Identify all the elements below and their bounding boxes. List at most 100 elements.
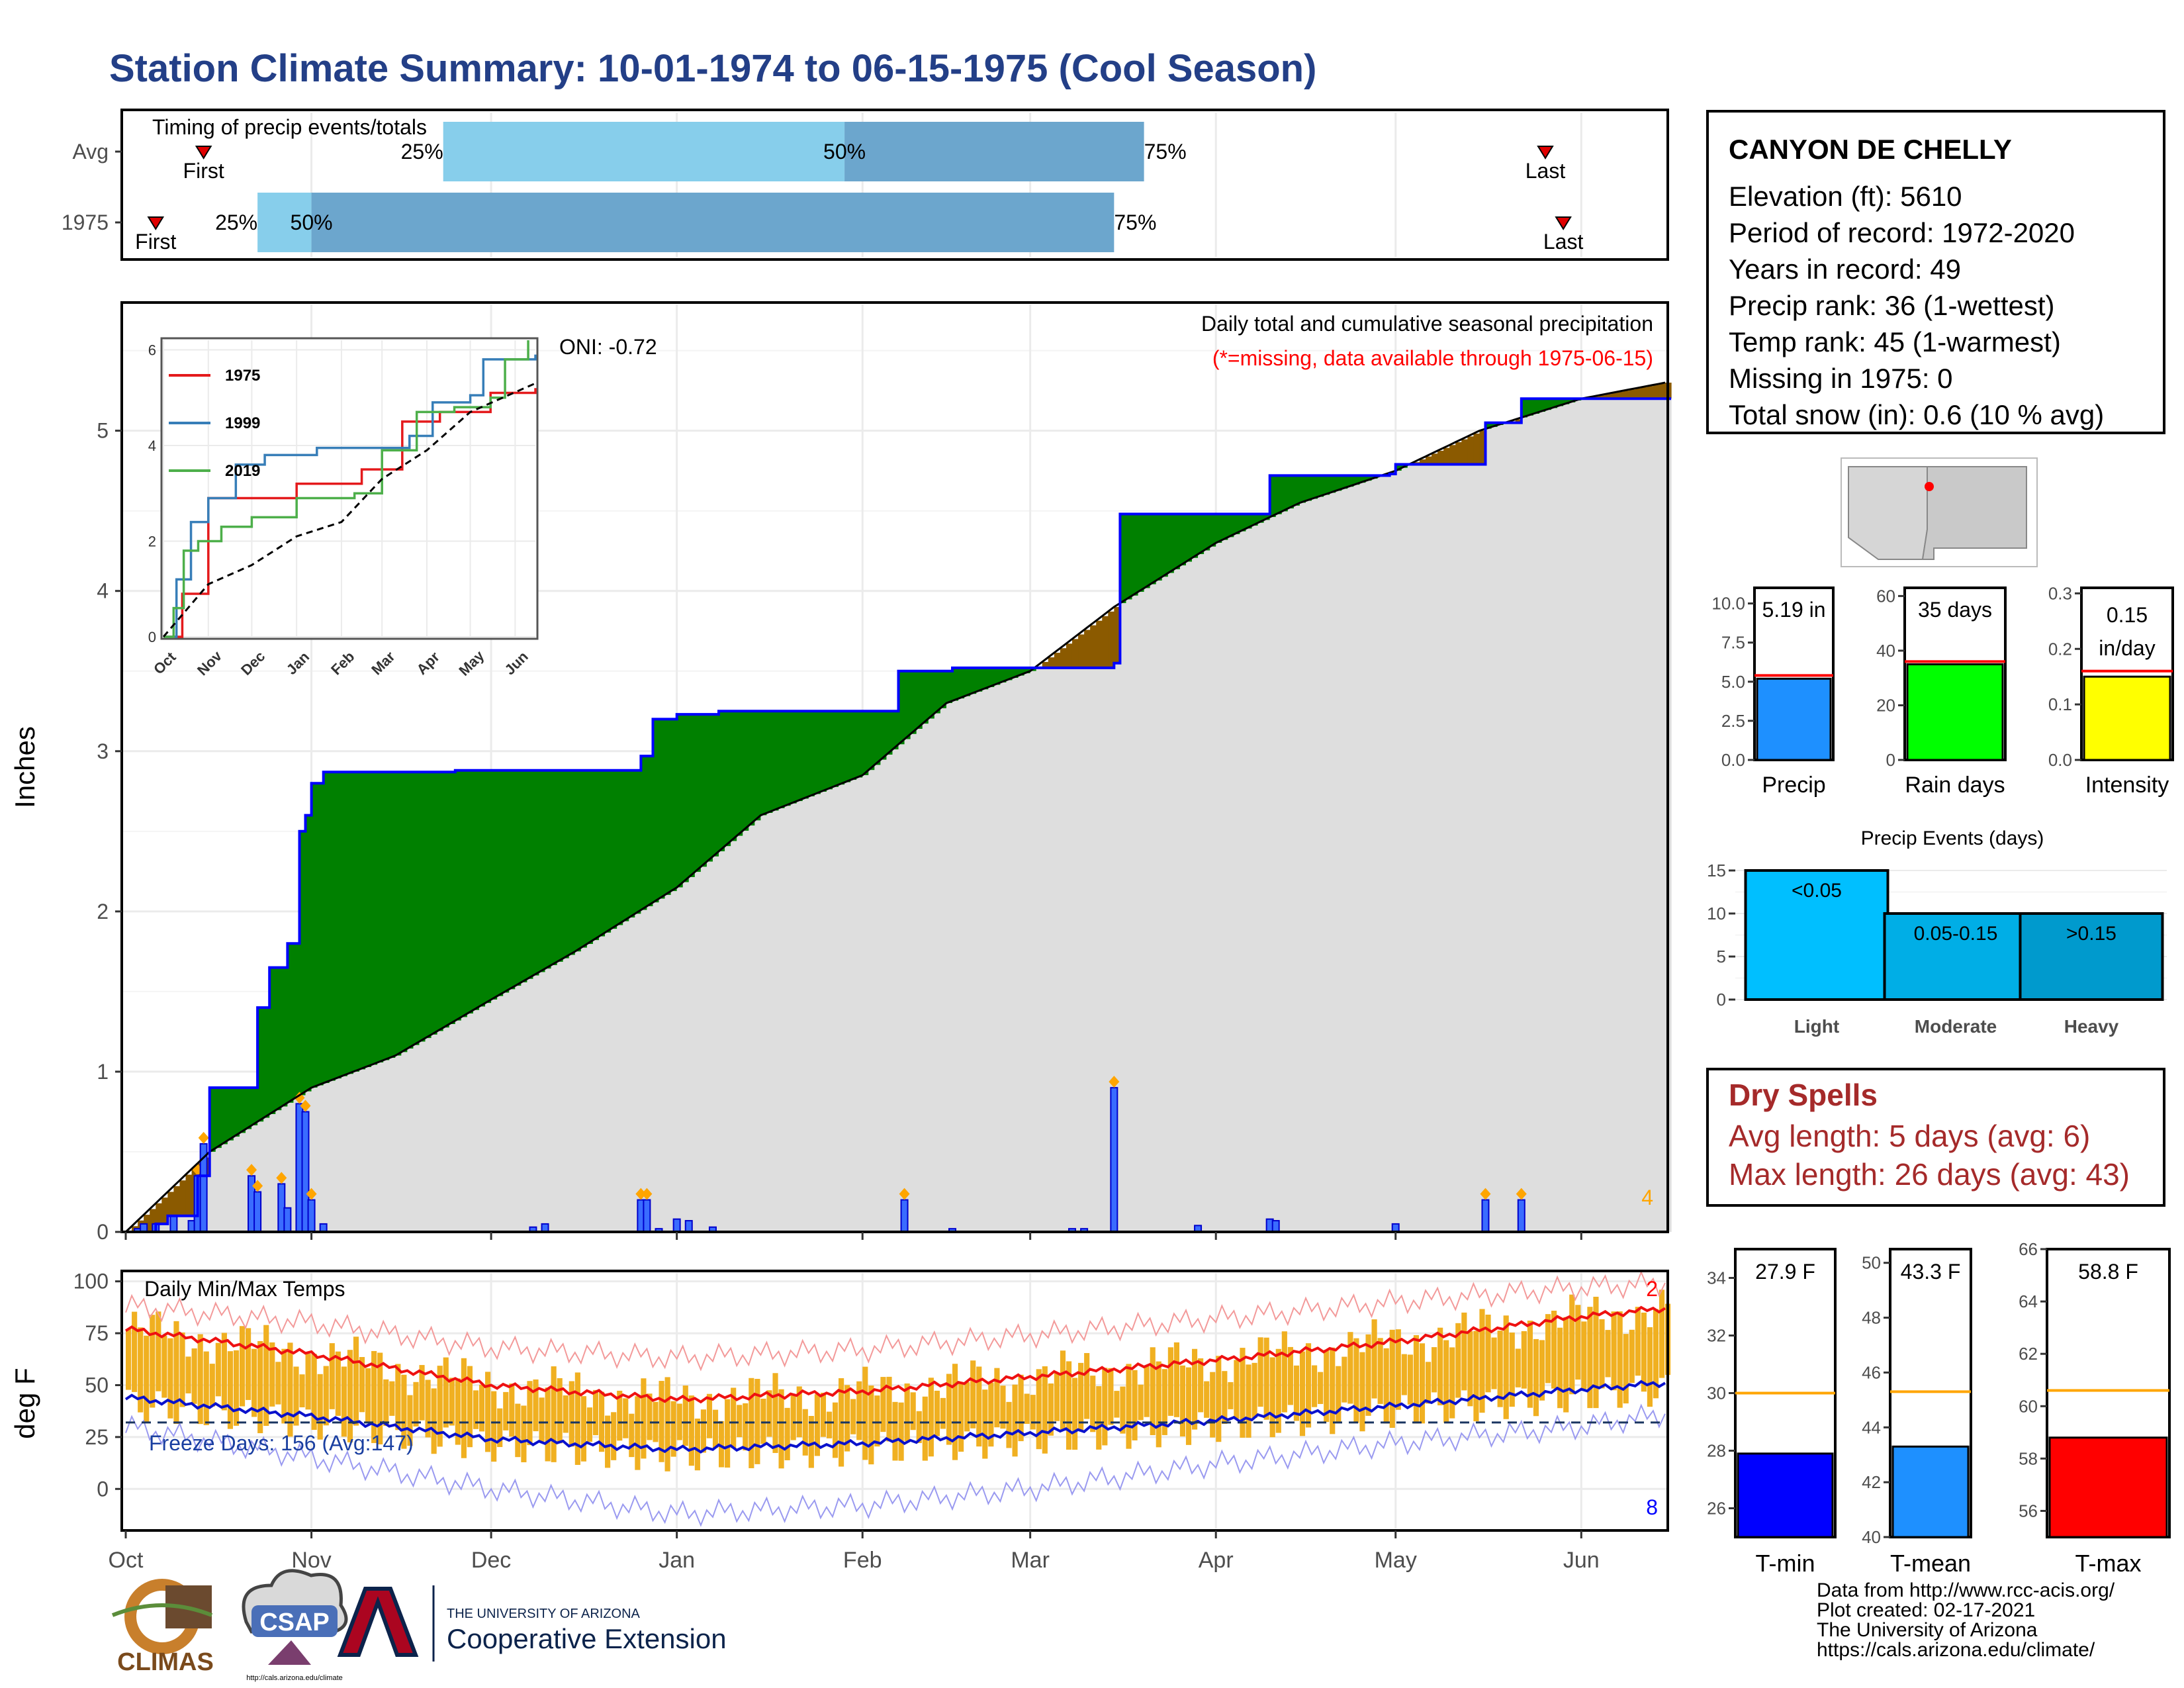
precip-above-fill — [527, 770, 534, 979]
daily-precip-marker — [294, 1092, 305, 1104]
precip-shade — [161, 1223, 168, 1232]
precip-above-fill — [910, 671, 917, 734]
precip-shade — [904, 739, 911, 1232]
precip-above-fill — [478, 770, 486, 1007]
daily-temp-bar — [173, 1321, 179, 1425]
daily-temp-bar — [862, 1366, 868, 1460]
timing-bar-50-75 — [844, 122, 1144, 181]
precip-above-fill — [1138, 514, 1145, 592]
precip-shade — [940, 708, 947, 1232]
precip-above-fill — [215, 1088, 222, 1149]
precip-below-fill — [1629, 389, 1636, 399]
summary-bar-rain-days — [1906, 663, 2004, 761]
daily-temp-bar — [1012, 1384, 1018, 1457]
precip-shade — [1371, 479, 1379, 1232]
precip-above-fill — [647, 756, 654, 907]
precip-ytick-label: 4 — [97, 579, 109, 603]
arizona-shape — [1848, 466, 1928, 560]
daily-temp-bar — [886, 1376, 892, 1442]
daily-temp-bar — [880, 1377, 886, 1432]
daily-temp-bar — [1425, 1362, 1432, 1404]
precip-shade — [856, 777, 863, 1232]
precip-shade — [209, 1151, 216, 1232]
ua-a-icon — [337, 1587, 419, 1657]
precip-above-fill — [437, 772, 444, 1031]
precip-above-fill — [749, 711, 755, 826]
month-label: Oct — [109, 1548, 144, 1573]
precip-above-fill — [425, 772, 432, 1039]
precip-shade — [580, 947, 588, 1232]
precip-shade — [1042, 667, 1049, 1232]
precip-above-fill — [1006, 667, 1013, 680]
precip-shade — [1557, 406, 1564, 1233]
precip-corner-count: 4 — [1641, 1186, 1653, 1209]
logos: CLIMAS CSAP http://cals.arizona.edu/clim… — [111, 1569, 727, 1682]
daily-temp-bar — [1443, 1340, 1449, 1423]
daily-temp-bar — [760, 1398, 766, 1444]
precip-shade — [1605, 399, 1612, 1232]
precip-above-fill — [641, 756, 648, 910]
precip-above-fill — [269, 967, 276, 1115]
precip-shade — [766, 813, 774, 1232]
daily-temp-bar — [1593, 1296, 1599, 1409]
precip-shade — [700, 867, 707, 1232]
precip-above-fill — [533, 770, 540, 976]
climas-logo: CLIMAS — [111, 1579, 214, 1676]
daily-temp-bar — [1054, 1372, 1060, 1421]
precip-shade — [1359, 483, 1367, 1232]
precip-above-fill — [994, 667, 1001, 685]
daily-temp-bar — [719, 1421, 725, 1468]
daily-temp-bar — [1533, 1338, 1539, 1417]
precip-shade — [1539, 412, 1546, 1232]
daily-temp-bar — [1353, 1338, 1359, 1423]
precip-above-fill — [1024, 667, 1031, 674]
station-precip-rank: Precip rank: 36 (1-wettest) — [1729, 290, 2055, 321]
daily-temp-bar — [850, 1399, 856, 1434]
precip-above-fill — [629, 770, 635, 918]
daily-temp-bar — [982, 1389, 988, 1459]
freeze-label: Freeze Days: 156 (Avg:147) — [149, 1431, 414, 1455]
precip-above-fill — [623, 770, 629, 921]
precip-shade — [1419, 464, 1426, 1232]
precip-above-fill — [916, 671, 923, 729]
precip-shade — [1257, 522, 1265, 1232]
daily-temp-bar — [497, 1408, 503, 1447]
month-label: Apr — [1199, 1548, 1234, 1573]
daily-temp-bar — [826, 1411, 833, 1438]
event-bar-heavy — [2019, 912, 2164, 1001]
precip-above-fill — [808, 711, 815, 797]
daily-temp-bar — [203, 1351, 209, 1425]
daily-temp-bar — [1521, 1331, 1527, 1389]
credit-data: Data from http://www.rcc-acis.org/ — [1817, 1579, 2115, 1601]
daily-temp-bar — [874, 1395, 880, 1447]
daily-precip-bar — [1110, 1087, 1118, 1233]
precip-shade — [1599, 399, 1606, 1232]
timing-marker-label: Last — [1543, 230, 1584, 254]
precip-panel: 0 1 2 3 4 5 Daily total and cumulative season… — [9, 301, 1672, 1244]
timing-q75-label: 75% — [1144, 140, 1187, 164]
summary-bar-name: Intensity — [2085, 773, 2169, 798]
timing-marker-icon — [1537, 146, 1554, 160]
daily-temp-bar — [215, 1342, 221, 1397]
precip-above-fill — [826, 711, 833, 790]
inset-legend-label: 1975 — [225, 367, 260, 385]
inset-ytick-label: 0 — [148, 629, 156, 645]
temp-summary-ytick-label: 64 — [2019, 1291, 2038, 1311]
daily-temp-bar — [784, 1407, 790, 1460]
precip-shade — [653, 902, 660, 1232]
precip-shade — [1563, 404, 1570, 1233]
temp-count-bottom: 8 — [1646, 1495, 1658, 1519]
daily-temp-bar — [515, 1403, 521, 1458]
precip-shade — [1533, 414, 1540, 1232]
precip-above-fill — [1347, 475, 1354, 487]
timing-q50-label: 50% — [291, 211, 333, 234]
precip-shade — [1461, 464, 1468, 1232]
avg-max-line — [124, 1305, 1666, 1404]
dry-avg-length: Avg length: 5 days (avg: 6) — [1729, 1119, 2091, 1153]
daily-temp-bar — [1587, 1307, 1593, 1409]
temp-summary-ytick-label: 50 — [1862, 1253, 1881, 1273]
precip-shade — [227, 1140, 234, 1232]
daily-temp-bar — [1000, 1385, 1006, 1429]
precip-shade — [401, 1052, 408, 1232]
